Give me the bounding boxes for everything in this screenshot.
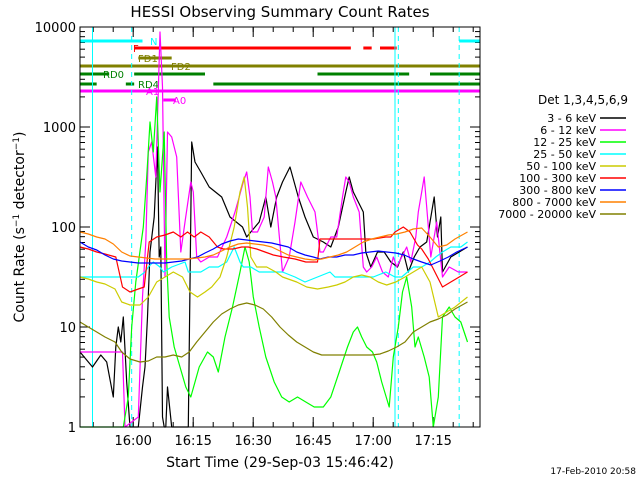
series-line [79, 301, 468, 363]
y-axis-label: Count Rate (s−1​ detector−1​) [12, 132, 28, 323]
legend-title: Det 1,3,4,5,6,9 [538, 93, 628, 107]
footer-date: 17-Feb-2010 20:58 [550, 467, 636, 477]
series-line [79, 226, 468, 293]
y-tick-label: 1000 [43, 121, 76, 136]
flag-label: RD0 [103, 70, 124, 81]
flag-label: F [133, 44, 139, 55]
flag-label: FD1 [138, 54, 158, 65]
legend-entry-label: 6 - 12 keV [540, 124, 596, 137]
plot-frame [79, 26, 481, 428]
flag-label: N [150, 37, 157, 48]
series-line [79, 238, 468, 266]
y-tick-label: 100 [51, 221, 76, 236]
legend-entry-label: 3 - 6 keV [547, 112, 596, 125]
legend-entry-label: 100 - 300 keV [519, 172, 596, 185]
series-line [80, 31, 468, 428]
series-lines [79, 31, 469, 428]
flag-label: FD2 [171, 62, 191, 73]
legend-entry-label: 7000 - 20000 keV [498, 208, 596, 221]
y-tick-label: 10000 [35, 21, 76, 36]
x-tick-label: 16:15 [174, 434, 211, 449]
x-tick-label: 17:00 [354, 434, 391, 449]
legend-entry-label: 300 - 800 keV [519, 184, 596, 197]
y-tick-label: 1 [68, 421, 76, 436]
series-line [79, 227, 468, 261]
y-tick-label: 10 [59, 321, 76, 336]
x-tick-labels: 16:00 16:15 16:30 16:45 17:00 17:15 [114, 434, 451, 449]
series-line [80, 96, 469, 428]
y-tick-labels: 1 10 100 1000 10000 [35, 21, 76, 436]
legend-entry-label: 25 - 50 keV [533, 148, 596, 161]
flag-label: RD4 [138, 80, 159, 91]
x-tick-label: 16:30 [234, 434, 271, 449]
x-axis-label: Start Time (29-Sep-03 15:46:42) [166, 455, 394, 471]
legend-entry-label: 12 - 25 keV [533, 136, 596, 149]
chart-title: HESSI Observing Summary Count Rates [130, 3, 429, 21]
x-tick-label: 16:00 [114, 434, 151, 449]
flag-label: A1 [146, 87, 159, 98]
legend-entry-label: 800 - 7000 keV [512, 196, 596, 209]
x-tick-label: 17:15 [414, 434, 451, 449]
vertical-markers [92, 27, 460, 427]
flag-label: A0 [173, 96, 186, 107]
legend-entry-label: 50 - 100 keV [526, 160, 596, 173]
series-line [79, 176, 468, 318]
x-tick-label: 16:45 [294, 434, 331, 449]
